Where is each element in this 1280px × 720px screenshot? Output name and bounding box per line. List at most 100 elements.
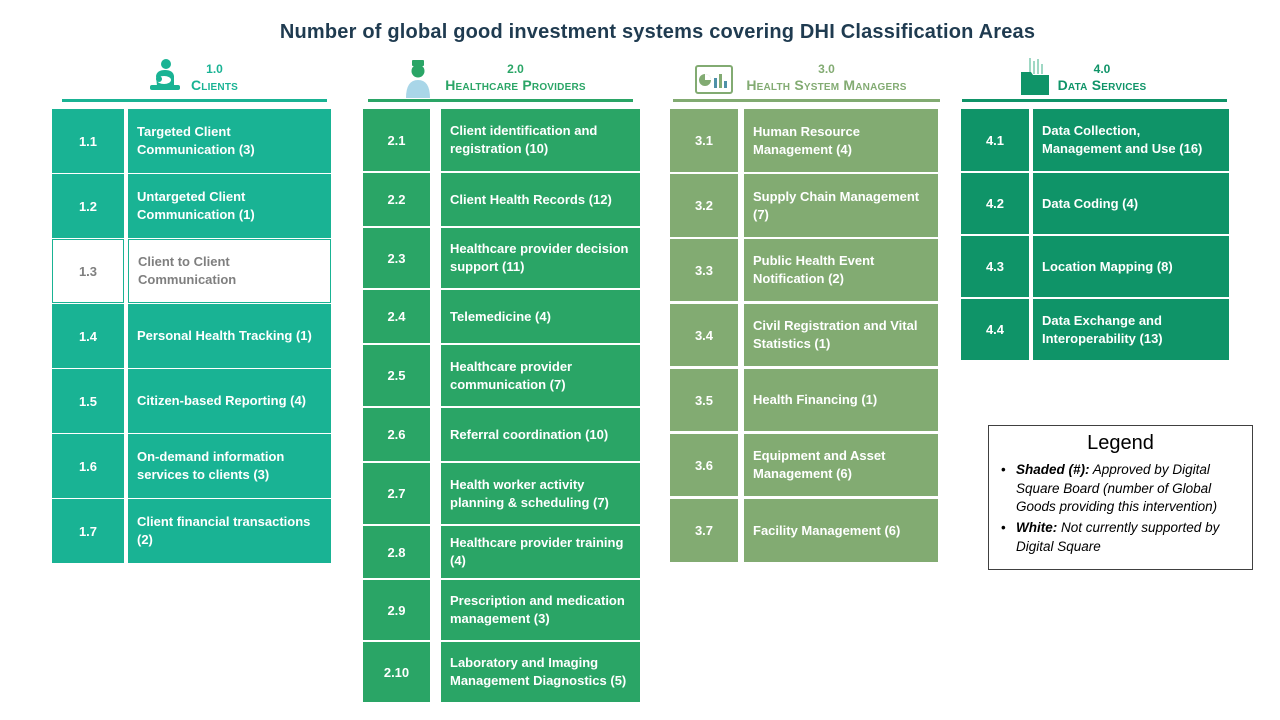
dhi-row-4-1: 4.1 Data Collection, Management and Use (… [961, 109, 1229, 171]
dhi-row-1-6: 1.6 On-demand information services to cli… [52, 434, 331, 498]
row-label: Health Financing (1) [744, 369, 938, 431]
row-number: 4.2 [961, 173, 1029, 234]
row-label: Untargeted Client Communication (1) [128, 174, 331, 238]
health-system-managers-column: 3.1 Human Resource Management (4) 3.2 Suppl… [670, 109, 938, 563]
column-number: 2.0 [507, 62, 524, 76]
dhi-row-1-3: 1.3 Client to Client Communication [52, 239, 331, 303]
dhi-row-2-2: 2.2 Client Health Records (12) [363, 173, 640, 226]
row-number: 2.3 [363, 228, 430, 288]
row-number: 1.2 [52, 174, 124, 238]
row-number: 2.8 [363, 526, 430, 578]
dhi-row-1-2: 1.2 Untargeted Client Communication (1) [52, 174, 331, 238]
column-number: 3.0 [818, 62, 835, 76]
row-label: Client to Client Communication [128, 239, 331, 303]
clients-column: 1.1 Targeted Client Communication (3) 1.2 U… [52, 109, 331, 564]
row-number: 3.2 [670, 174, 738, 237]
row-number: 1.5 [52, 369, 124, 433]
row-number: 3.5 [670, 369, 738, 431]
dhi-row-2-9: 2.9 Prescription and medication managemen… [363, 580, 640, 640]
dashboard-icon [695, 65, 733, 100]
row-label: Facility Management (6) [744, 499, 938, 562]
column-name: Data Services [1057, 77, 1147, 93]
row-label: Data Collection, Management and Use (16) [1033, 109, 1229, 171]
row-number: 3.1 [670, 109, 738, 172]
row-label: Prescription and medication management (… [441, 580, 640, 640]
data-folder-icon [1020, 58, 1050, 101]
dhi-row-3-5: 3.5 Health Financing (1) [670, 369, 938, 431]
row-label: Equipment and Asset Management (6) [744, 434, 938, 496]
row-label: Supply Chain Management (7) [744, 174, 938, 237]
legend-list: Shaded (#): Approved by Digital Square B… [999, 461, 1242, 556]
row-label: Client Health Records (12) [441, 173, 640, 226]
dhi-row-2-5: 2.5 Healthcare provider communication (7) [363, 345, 640, 406]
column-number: 1.0 [206, 62, 223, 76]
row-number: 2.5 [363, 345, 430, 406]
row-number: 2.9 [363, 580, 430, 640]
dhi-row-3-4: 3.4 Civil Registration and Vital Statisti… [670, 304, 938, 366]
row-label: Public Health Event Notification (2) [744, 239, 938, 301]
legend-box: Legend Shaded (#): Approved by Digital S… [988, 425, 1253, 570]
header-rule [368, 99, 633, 102]
dhi-row-2-8: 2.8 Healthcare provider training (4) [363, 526, 640, 578]
dhi-row-1-1: 1.1 Targeted Client Communication (3) [52, 109, 331, 173]
dhi-row-2-4: 2.4 Telemedicine (4) [363, 290, 640, 343]
row-label: Healthcare provider training (4) [441, 526, 640, 578]
row-label: Client identification and registration (… [441, 109, 640, 171]
row-number: 2.4 [363, 290, 430, 343]
dhi-row-3-7: 3.7 Facility Management (6) [670, 499, 938, 562]
row-label: Data Coding (4) [1033, 173, 1229, 234]
row-label: Telemedicine (4) [441, 290, 640, 343]
nurse-icon [404, 60, 432, 103]
dhi-row-4-2: 4.2 Data Coding (4) [961, 173, 1229, 234]
dhi-row-1-5: 1.5 Citizen-based Reporting (4) [52, 369, 331, 433]
dhi-row-1-7: 1.7 Client financial transactions (2) [52, 499, 331, 563]
row-label: Laboratory and Imaging Management Diagno… [441, 642, 640, 702]
legend-title: Legend [1087, 432, 1154, 454]
page-title: Number of global good investment systems… [279, 21, 1036, 43]
row-number: 1.6 [52, 434, 124, 498]
row-label: Personal Health Tracking (1) [128, 304, 331, 368]
column-number: 4.0 [1093, 62, 1111, 76]
row-number: 3.4 [670, 304, 738, 366]
row-label: Targeted Client Communication (3) [128, 109, 331, 173]
column-name: Health System Managers [746, 77, 907, 93]
row-label: Healthcare provider decision support (11… [441, 228, 640, 288]
row-label: Healthcare provider communication (7) [441, 345, 640, 406]
column-header-clients: 1.0 Clients [62, 58, 327, 102]
dhi-row-3-6: 3.6 Equipment and Asset Management (6) [670, 434, 938, 496]
dhi-row-3-2: 3.2 Supply Chain Management (7) [670, 174, 938, 237]
row-number: 3.7 [670, 499, 738, 562]
dhi-row-2-1: 2.1 Client identification and registratio… [363, 109, 640, 171]
data-services-column: 4.1 Data Collection, Management and Use (… [961, 109, 1229, 361]
dhi-row-4-4: 4.4 Data Exchange and Interoperability (1… [961, 299, 1229, 360]
row-label: Civil Registration and Vital Statistics … [744, 304, 938, 366]
column-name: Clients [190, 77, 239, 93]
row-label: Citizen-based Reporting (4) [128, 369, 331, 433]
column-name: Healthcare Providers [445, 77, 586, 93]
dhi-row-2-7: 2.7 Health worker activity planning & sch… [363, 463, 640, 524]
row-label: Location Mapping (8) [1033, 236, 1229, 297]
row-label: On-demand information services to client… [128, 434, 331, 498]
row-number: 4.3 [961, 236, 1029, 297]
row-number: 1.7 [52, 499, 124, 563]
row-number: 1.3 [52, 239, 124, 303]
column-header-healthcare-providers: 2.0 Healthcare Providers [368, 58, 633, 102]
row-number: 1.1 [52, 109, 124, 173]
row-number: 4.1 [961, 109, 1029, 171]
row-label: Human Resource Management (4) [744, 109, 938, 172]
dhi-row-1-4: 1.4 Personal Health Tracking (1) [52, 304, 331, 368]
row-number: 2.1 [363, 109, 430, 171]
row-label: Data Exchange and Interoperability (13) [1033, 299, 1229, 360]
dhi-row-3-1: 3.1 Human Resource Management (4) [670, 109, 938, 172]
row-number: 4.4 [961, 299, 1029, 360]
dhi-row-3-3: 3.3 Public Health Event Notification (2) [670, 239, 938, 301]
legend-item-white: White: Not currently supported by Digita… [999, 519, 1242, 556]
header-rule [673, 99, 940, 102]
column-header-data-services: 4.0 Data Services [962, 58, 1227, 102]
row-number: 3.6 [670, 434, 738, 496]
header-rule [962, 99, 1227, 102]
legend-item-shaded: Shaded (#): Approved by Digital Square B… [999, 461, 1242, 517]
legend-term: Shaded (#): [1016, 462, 1090, 477]
row-label: Client financial transactions (2) [128, 499, 331, 563]
header-rule [62, 99, 327, 102]
